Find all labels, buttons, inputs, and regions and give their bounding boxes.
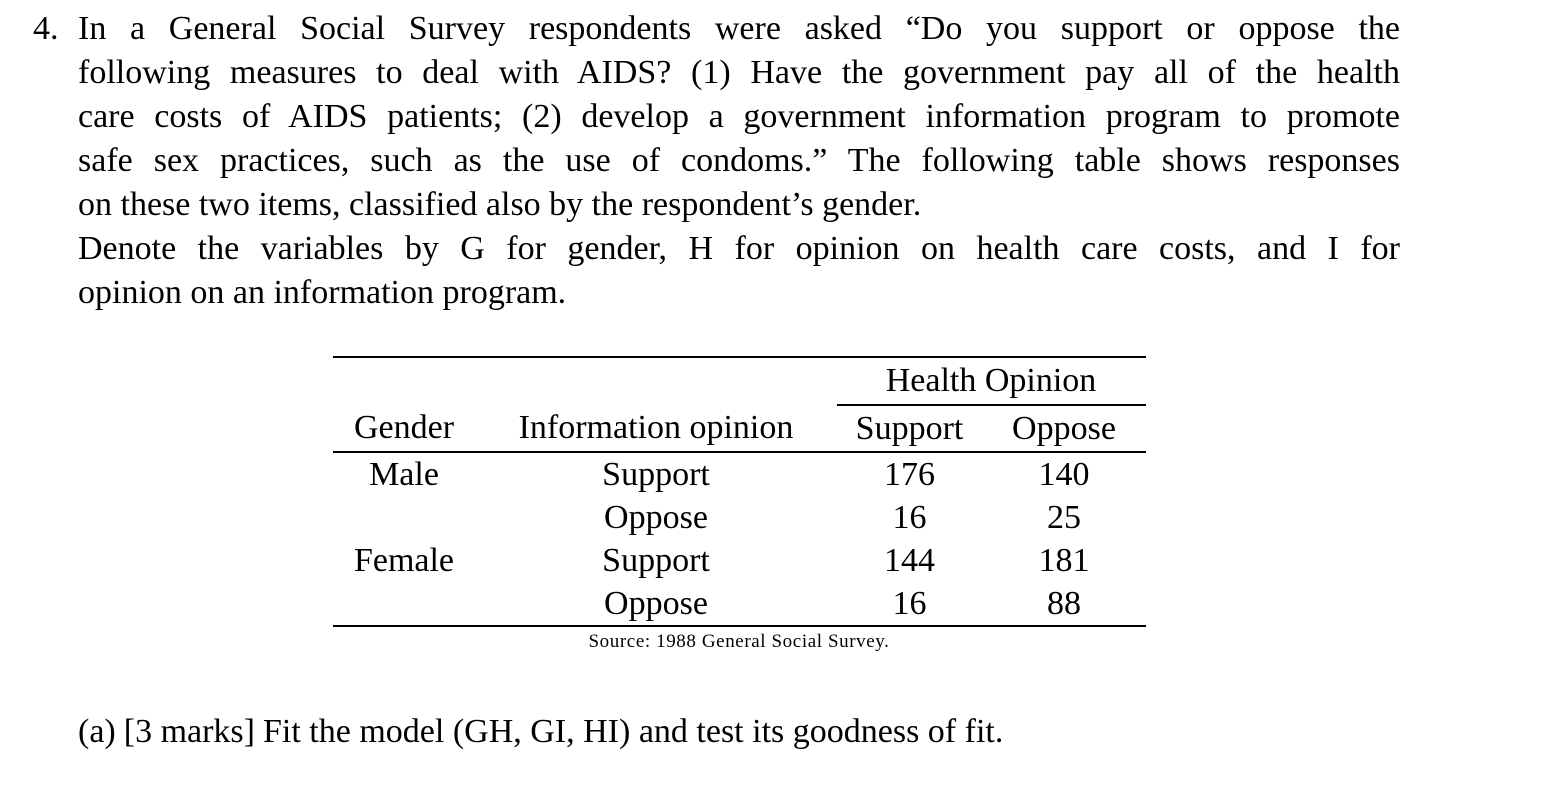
health-opinion-span-header: Health Opinion [836, 357, 1146, 406]
question-line: opinion on an information program. [78, 274, 567, 311]
question-number: 4. [33, 10, 59, 47]
table-row: Male Support 176 140 [333, 452, 1146, 496]
question-part-a: (a) [3 marks] Fit the model (GH, GI, HI) a… [78, 710, 1400, 754]
cell-support-count: 16 [892, 584, 927, 622]
part-text: Fit the model (GH, GI, HI) and test its … [263, 713, 1004, 750]
text-column: 4. In a General Social Survey respondent… [33, 7, 1400, 754]
cell-oppose-count: 181 [1038, 541, 1090, 579]
question-line: In a General Social Survey respondents w… [78, 10, 1400, 47]
cell-oppose-count: 140 [1038, 455, 1090, 493]
cell-gender [333, 582, 476, 626]
column-header-information-opinion: Information opinion [475, 405, 837, 453]
span-header-row: Health Opinion [333, 357, 1146, 406]
part-marks: [3 marks] [123, 713, 255, 750]
cell-information-opinion: Support [602, 541, 710, 579]
column-header-row: Gender Information opinion Support Oppos… [332, 405, 1146, 453]
cell-information-opinion: Support [602, 455, 710, 493]
part-label: (a) [78, 713, 116, 750]
question-line: care costs of AIDS patients; (2) develop… [78, 98, 1400, 135]
table-row: Oppose 16 25 [333, 496, 1146, 539]
cell-gender: Female [353, 541, 455, 579]
cell-information-opinion: Oppose [604, 498, 708, 536]
question-line: Denote the variables by G for gender, H … [78, 230, 1400, 267]
cell-oppose-count: 88 [1047, 584, 1081, 622]
cell-gender [333, 496, 476, 539]
table-row: Female Support 144 181 [333, 539, 1146, 582]
question-line: following measures to deal with AIDS? (1… [78, 54, 1400, 91]
survey-table: Health Opinion Gender Information opinio… [332, 356, 1146, 627]
question-4: 4. In a General Social Survey respondent… [33, 7, 1400, 315]
table-row: Oppose 16 88 [333, 582, 1146, 626]
column-header-gender: Gender [332, 405, 476, 453]
cell-support-count: 16 [892, 498, 927, 536]
cell-oppose-count: 25 [1047, 498, 1081, 536]
column-header-support: Support [836, 405, 983, 453]
column-header-oppose: Oppose [982, 405, 1146, 453]
question-text: In a General Social Survey respondents w… [78, 7, 1400, 315]
cell-information-opinion: Oppose [604, 584, 708, 622]
cell-support-count: 144 [884, 541, 935, 579]
spacer-cell [333, 357, 837, 405]
table-source-note: Source: 1988 General Social Survey. [588, 631, 890, 652]
survey-table-block: Health Opinion Gender Information opinio… [78, 356, 1400, 654]
cell-support-count: 176 [884, 455, 935, 493]
question-line: on these two items, classified also by t… [78, 186, 922, 223]
question-line: safe sex practices, such as the use of c… [78, 142, 1400, 179]
cell-gender: Male [369, 455, 439, 493]
